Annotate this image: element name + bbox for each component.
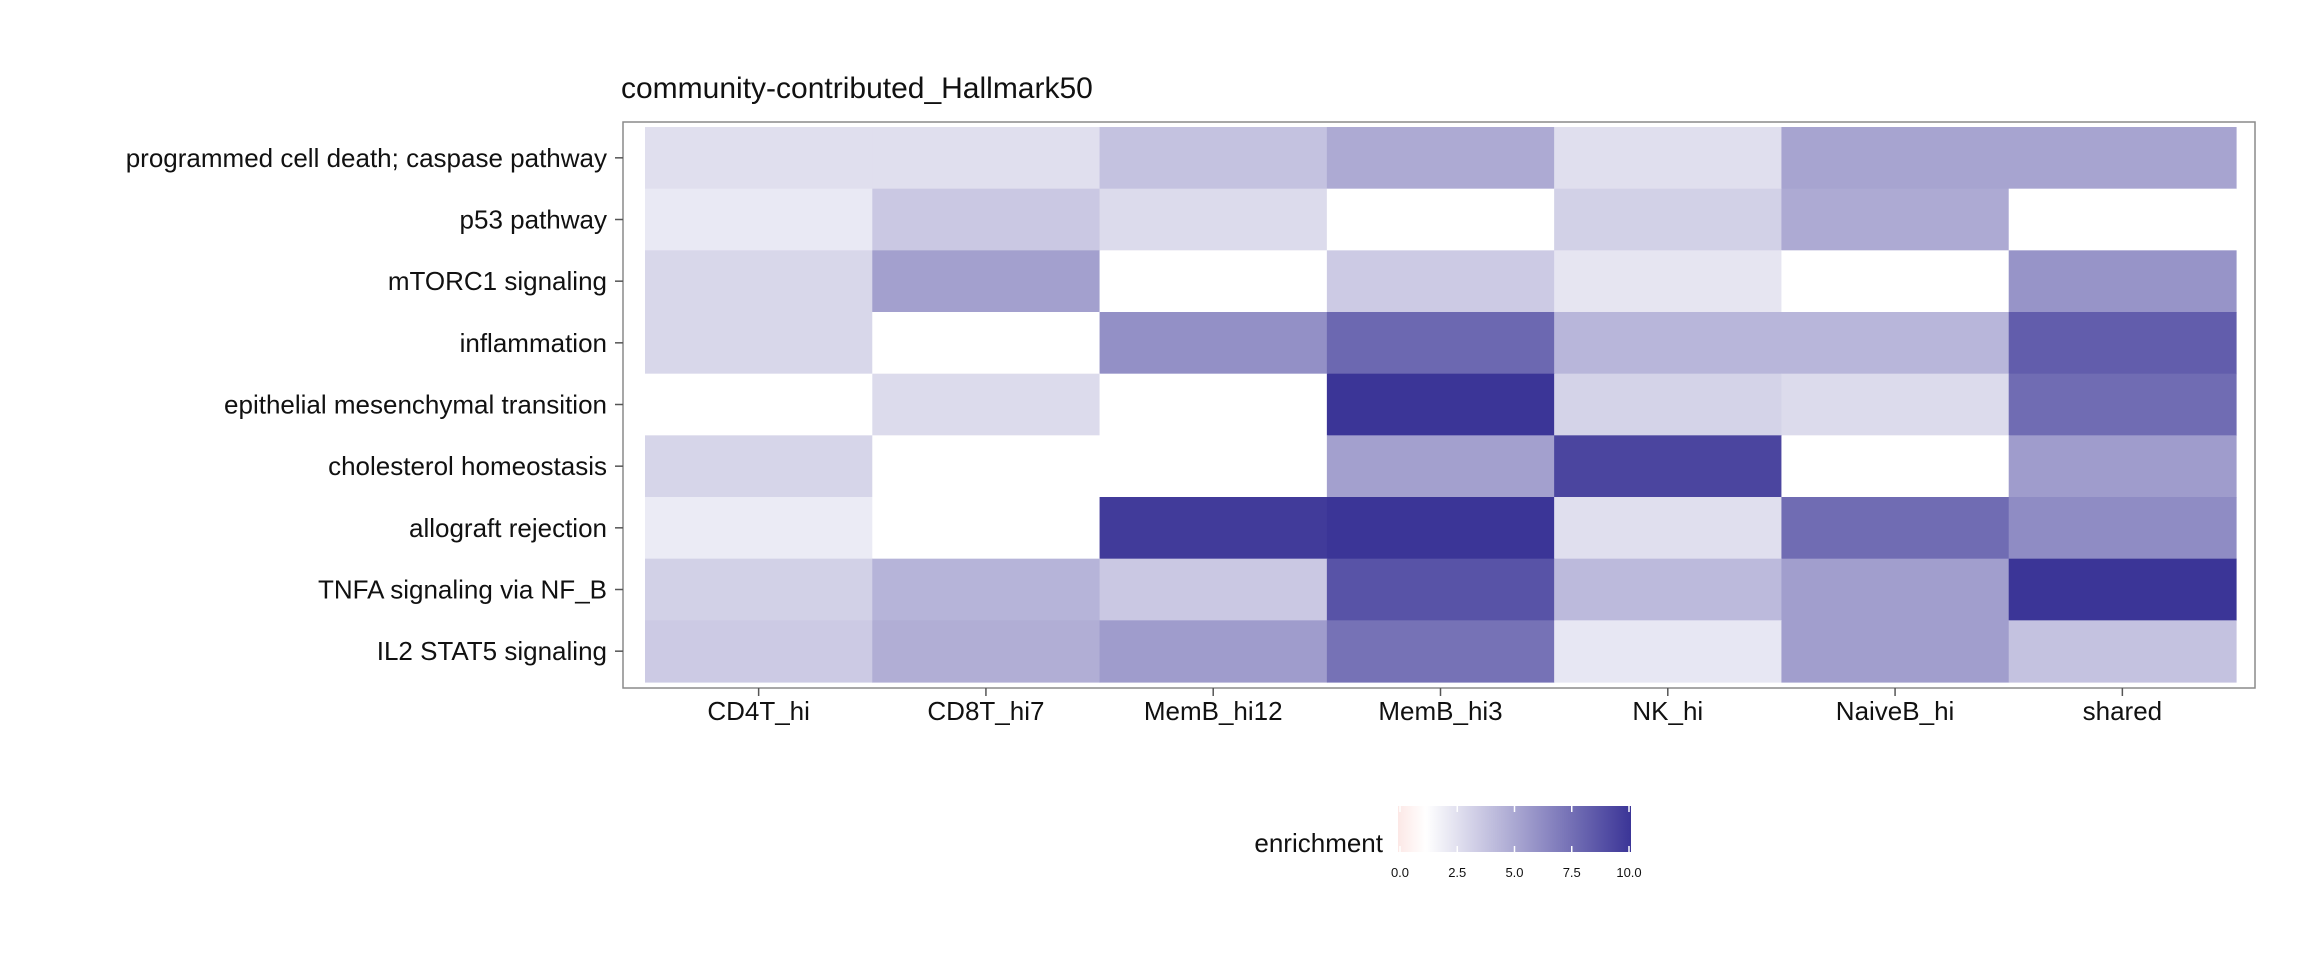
heatmap-cell — [1099, 497, 1328, 560]
heatmap-cell — [1781, 497, 2010, 560]
heatmap-cell — [872, 497, 1101, 560]
heatmap-cell — [1099, 620, 1328, 683]
heatmap-cell — [1099, 373, 1328, 436]
legend-colorbar — [1398, 806, 1631, 852]
heatmap-cell — [1554, 312, 1783, 375]
heatmap-cell — [1781, 312, 2010, 375]
heatmap-cell — [1326, 188, 1555, 251]
heatmap-cell — [1554, 127, 1783, 190]
heatmap-cell — [1326, 373, 1555, 436]
heatmap-cell — [645, 435, 873, 498]
heatmap-cell — [2008, 620, 2237, 683]
chart-title: community-contributed_Hallmark50 — [621, 72, 1093, 105]
x-tick-label: CD4T_hi — [707, 696, 810, 726]
heatmap-cell — [872, 188, 1101, 251]
heatmap-cell — [645, 250, 873, 313]
heatmap-cell — [1781, 620, 2010, 683]
x-tick-label: MemB_hi12 — [1144, 696, 1283, 726]
heatmap-cell — [1554, 373, 1783, 436]
heatmap-cell — [1781, 188, 2010, 251]
heatmap-cell — [1781, 250, 2010, 313]
heatmap-cell — [1326, 620, 1555, 683]
legend-tick-label: 2.5 — [1448, 865, 1466, 880]
heatmap-cell — [1781, 558, 2010, 621]
legend-ticks: 0.0 2.5 5.0 7.5 10.0 — [1391, 806, 1642, 880]
heatmap-cell — [872, 250, 1101, 313]
heatmap-cell — [2008, 127, 2237, 190]
heatmap-cell — [1099, 127, 1328, 190]
heatmap-cell — [2008, 373, 2237, 436]
heatmap-cell — [1781, 127, 2010, 190]
y-tick-label: epithelial mesenchymal transition — [224, 390, 607, 420]
heatmap-cell — [1554, 558, 1783, 621]
heatmap-cell — [645, 558, 873, 621]
heatmap-cell — [872, 312, 1101, 375]
heatmap-cell — [1099, 558, 1328, 621]
legend-tick-label: 0.0 — [1391, 865, 1409, 880]
y-tick-label: programmed cell death; caspase pathway — [126, 143, 607, 173]
heatmap-cell — [645, 497, 873, 560]
y-tick-label: TNFA signaling via NF_B — [318, 575, 607, 605]
x-tick-label: MemB_hi3 — [1378, 696, 1502, 726]
x-axis-labels: CD4T_hi CD8T_hi7 MemB_hi12 MemB_hi3 NK_hi Nai… — [707, 688, 2162, 726]
heatmap-cell — [872, 620, 1101, 683]
x-tick-label: CD8T_hi7 — [927, 696, 1044, 726]
heatmap-cell — [1554, 620, 1783, 683]
y-tick-label: inflammation — [460, 328, 607, 358]
y-tick-label: cholesterol homeostasis — [328, 451, 607, 481]
heatmap-cell — [1326, 558, 1555, 621]
heatmap-cell — [1326, 250, 1555, 313]
heatmap-cell — [1554, 435, 1783, 498]
heatmap-cell — [1099, 312, 1328, 375]
legend-tick-label: 7.5 — [1563, 865, 1581, 880]
y-tick-label: IL2 STAT5 signaling — [377, 636, 607, 666]
heatmap-cell — [1099, 250, 1328, 313]
heatmap-cell — [2008, 558, 2237, 621]
heatmap-cell — [1326, 497, 1555, 560]
heatmap-cell — [872, 373, 1101, 436]
y-tick-label: mTORC1 signaling — [388, 266, 607, 296]
heatmap-cell — [645, 127, 873, 190]
heatmap-cell — [1554, 188, 1783, 251]
heatmap-cell — [1554, 250, 1783, 313]
heatmap-cell — [1099, 188, 1328, 251]
heatmap-cell — [1554, 497, 1783, 560]
legend-tick-label: 5.0 — [1505, 865, 1523, 880]
y-axis-labels: programmed cell death; caspase pathway p5… — [126, 143, 623, 666]
heatmap-cell — [645, 373, 873, 436]
x-tick-label: shared — [2083, 696, 2163, 726]
heatmap-cell — [645, 312, 873, 375]
heatmap-cell — [2008, 188, 2237, 251]
heatmap-cell — [2008, 497, 2237, 560]
heatmap-cell — [2008, 250, 2237, 313]
y-tick-label: p53 pathway — [460, 205, 607, 235]
heatmap-cell — [2008, 312, 2237, 375]
heatmap-cell — [645, 620, 873, 683]
heatmap-cell — [872, 435, 1101, 498]
heatmap-cell — [1326, 312, 1555, 375]
x-tick-label: NK_hi — [1632, 696, 1703, 726]
heatmap-cell — [645, 188, 873, 251]
heatmap-cell — [1326, 127, 1555, 190]
heatmap-cell — [1326, 435, 1555, 498]
heatmap-cell — [1781, 435, 2010, 498]
heatmap-cell — [872, 558, 1101, 621]
heatmap-cell — [1781, 373, 2010, 436]
y-tick-label: allograft rejection — [409, 513, 607, 543]
legend-title: enrichment — [1254, 828, 1383, 858]
heatmap-cell — [872, 127, 1101, 190]
heatmap-cell — [2008, 435, 2237, 498]
x-tick-label: NaiveB_hi — [1836, 696, 1955, 726]
legend-tick-label: 10.0 — [1616, 865, 1641, 880]
heatmap-cells — [645, 127, 2237, 683]
heatmap-cell — [1099, 435, 1328, 498]
